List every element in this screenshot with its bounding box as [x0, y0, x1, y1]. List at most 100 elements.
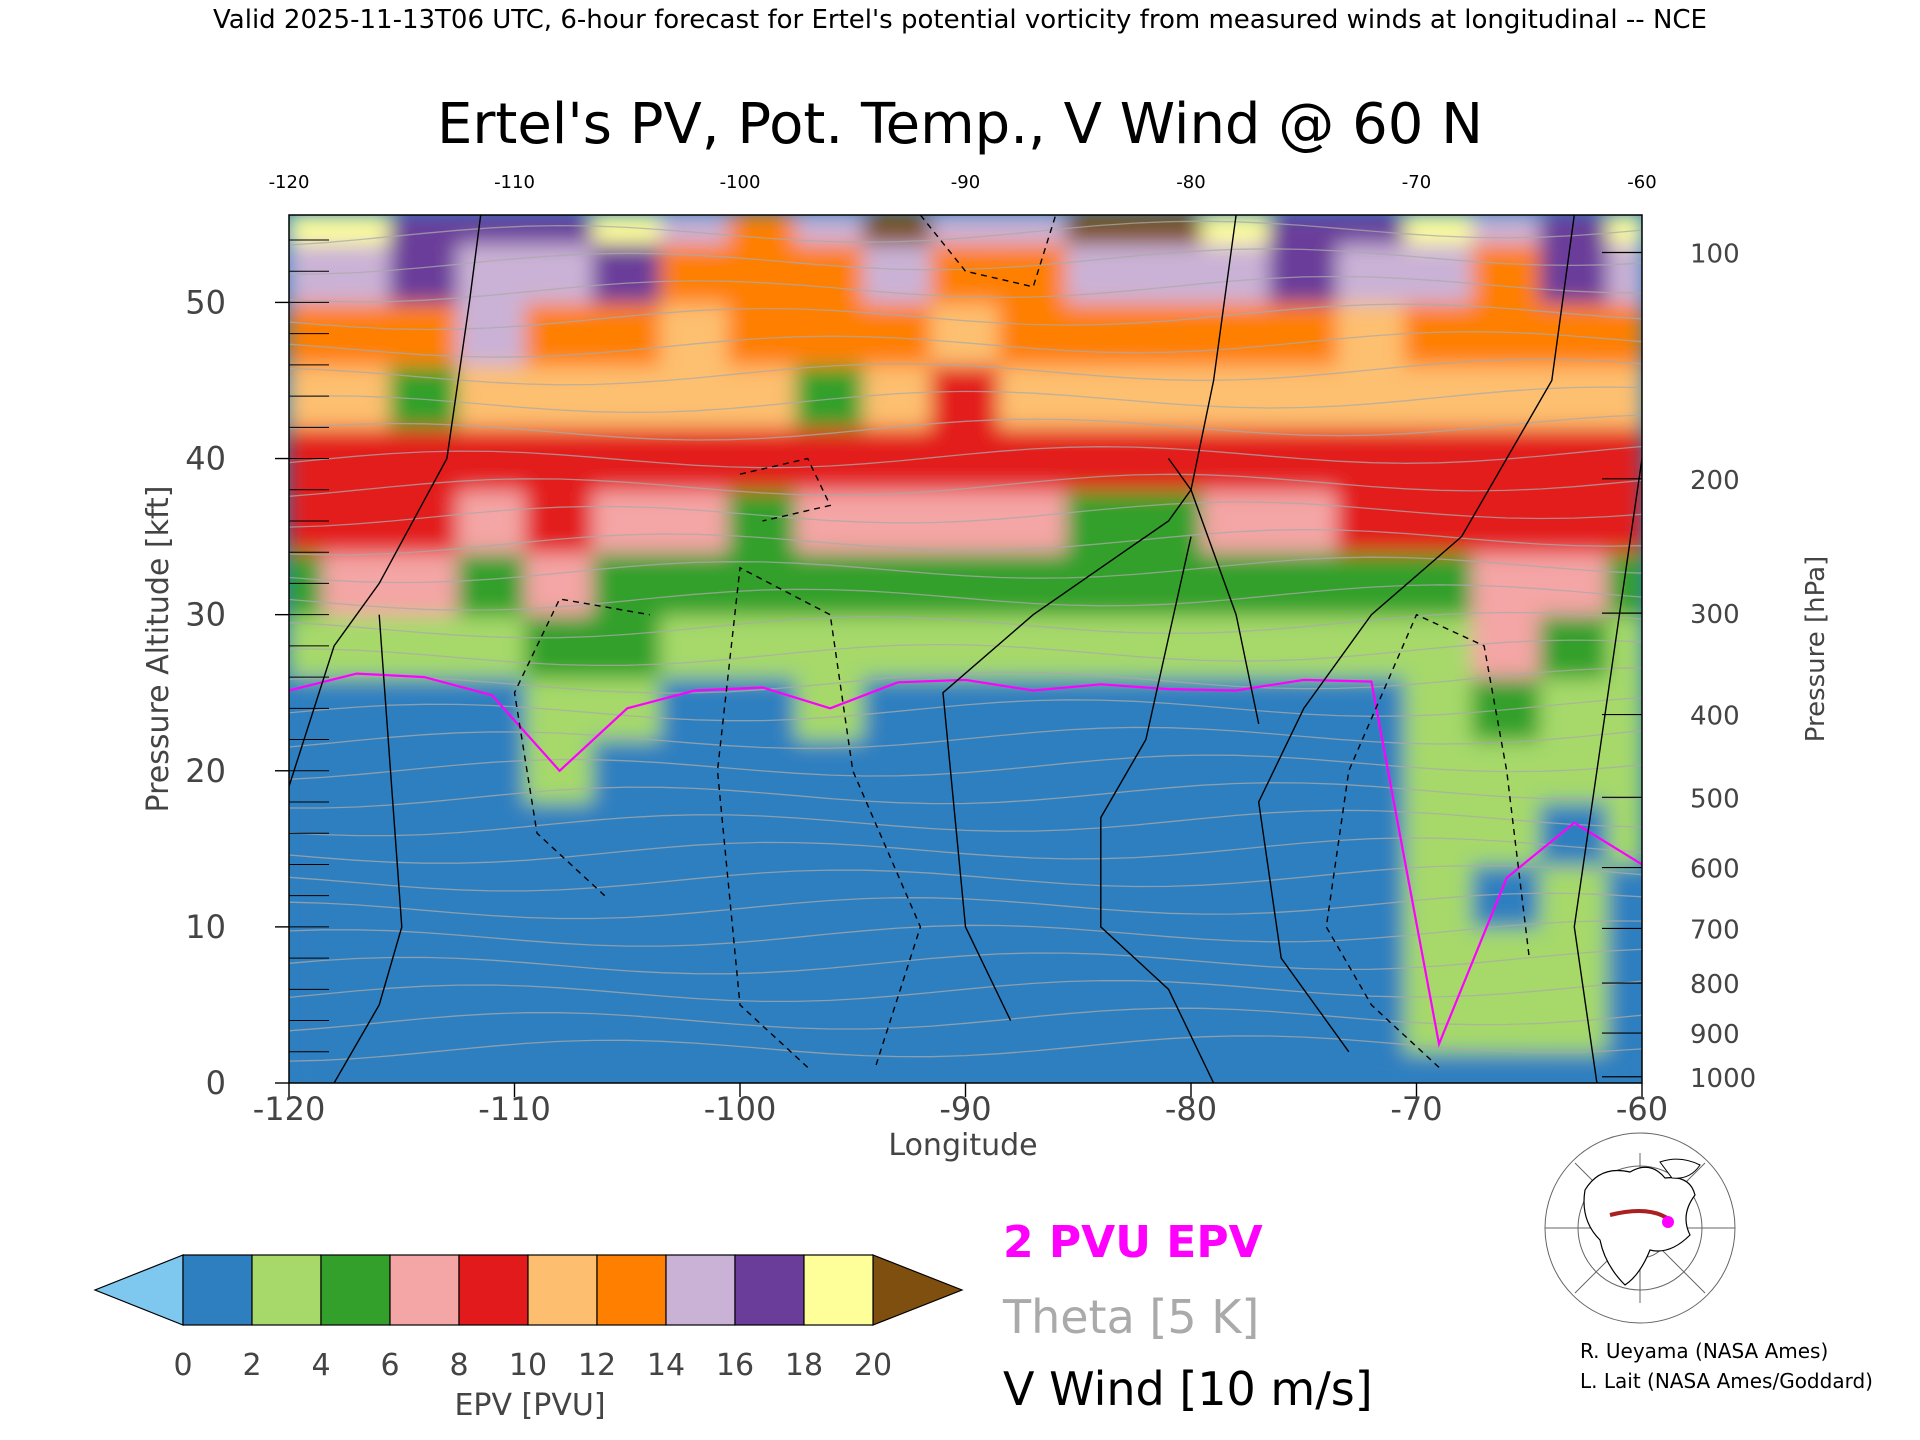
epv-cell	[524, 426, 595, 491]
epv-cell	[1471, 613, 1542, 679]
epv-cell	[1607, 1050, 1642, 1083]
x-tick-label-top: -60	[1627, 172, 1656, 193]
theta-contour	[289, 1007, 1642, 1032]
y-tick-label-left: 10	[185, 908, 226, 946]
theta-contour	[289, 331, 1642, 358]
epv-cell	[457, 488, 527, 554]
epv-cell	[1471, 215, 1542, 245]
epv-cell	[930, 676, 1001, 741]
pressure-tick-label: 600	[1690, 855, 1740, 885]
epv-cell	[998, 301, 1068, 366]
epv-cell	[660, 863, 730, 928]
epv-cell	[1539, 551, 1610, 616]
epv-cell	[1607, 676, 1642, 741]
epv-cell	[457, 363, 527, 429]
epv-cell	[795, 863, 866, 928]
epv-cell	[863, 488, 933, 554]
epv-cell	[1133, 800, 1204, 866]
epv-cell	[1268, 488, 1339, 554]
epv-cell	[457, 800, 527, 866]
epv-cell	[321, 301, 392, 366]
epv-cell	[1201, 613, 1271, 679]
epv-cell	[1607, 988, 1642, 1053]
valid-time-header: Valid 2025-11-13T06 UTC, 6-hour forecast…	[213, 5, 1707, 35]
theta-contours	[289, 220, 1642, 1062]
y-tick-label-left: 30	[185, 596, 226, 634]
axes: -120 -110 -100 -90 -80 -70 -60 -120 -110 -100 -90 -…	[185, 172, 1756, 1128]
epv-cell	[998, 863, 1068, 928]
epv-cell	[1539, 676, 1610, 741]
epv-cell	[998, 800, 1068, 866]
epv-cell	[1471, 988, 1542, 1053]
colorbar-label: EPV [PVU]	[454, 1388, 605, 1423]
epv-cell	[795, 363, 866, 429]
epv-cell	[660, 1050, 730, 1083]
credit-line-1: R. Ueyama (NASA Ames)	[1580, 1339, 1828, 1363]
epv-cell	[863, 676, 933, 741]
colorbar-bin	[320, 1254, 391, 1326]
epv-cell	[457, 301, 527, 366]
epv-cell	[289, 242, 324, 304]
epv-cell	[1404, 1050, 1474, 1083]
epv-cell	[1471, 242, 1542, 304]
epv-cell	[1607, 800, 1642, 866]
theta-contour	[289, 837, 1642, 864]
epv-cell	[1065, 488, 1136, 554]
epv-cell	[1268, 613, 1339, 679]
epv-cell	[1133, 551, 1204, 616]
epv-cell	[998, 488, 1068, 554]
v-wind-contour	[1100, 536, 1215, 1083]
epv-cell	[660, 738, 730, 803]
colorbar-bin	[734, 1254, 805, 1326]
theta-contour	[289, 386, 1642, 414]
epv-cell	[1607, 925, 1642, 991]
epv-cell	[660, 800, 730, 866]
epv-cell	[1133, 863, 1204, 928]
epv-cell	[1133, 242, 1204, 304]
colorbar-bin	[251, 1254, 322, 1326]
colorbar-bin	[527, 1254, 598, 1326]
epv-cell	[592, 242, 663, 304]
epv-heatmap	[289, 215, 1642, 1083]
colorbar-bin	[803, 1254, 874, 1326]
epv-cell	[1201, 551, 1271, 616]
epv-cell	[1539, 988, 1610, 1053]
y-axis-label-right: Pressure [hPa]	[1801, 556, 1831, 743]
epv-cell	[1133, 363, 1204, 429]
epv-cell	[389, 242, 460, 304]
epv-cell	[1268, 215, 1339, 245]
epv-cell	[1607, 551, 1642, 616]
colorbar-bin	[596, 1254, 667, 1326]
epv-cell	[592, 800, 663, 866]
epv-cell	[592, 488, 663, 554]
colorbar-tick-label: 20	[854, 1348, 892, 1383]
y-tick-label-left: 0	[206, 1064, 226, 1102]
epv-cell	[524, 488, 595, 554]
colorbar-tick-label: 18	[785, 1348, 823, 1383]
epv-cell	[727, 800, 798, 866]
x-tick-label-top: -100	[720, 172, 761, 193]
epv-cell	[1404, 215, 1474, 245]
epv-cell	[1539, 426, 1610, 491]
v-wind-contours	[289, 215, 1642, 1083]
y-tick-label-left: 40	[185, 440, 226, 478]
epv-cell	[998, 363, 1068, 429]
theta-contour	[289, 220, 1642, 246]
epv-cell	[1201, 426, 1271, 491]
epv-cell	[727, 242, 798, 304]
epv-cell	[1201, 301, 1271, 366]
epv-cell	[795, 1050, 866, 1083]
v-wind-contour	[1190, 215, 1260, 725]
epv-cell	[1539, 242, 1610, 304]
colorbar-tick-label: 14	[647, 1348, 685, 1383]
epv-cell	[863, 215, 933, 245]
epv-cell	[795, 800, 866, 866]
epv-cell	[321, 738, 392, 803]
epv-cell	[1471, 800, 1542, 866]
epv-cell	[1539, 613, 1610, 679]
epv-cell	[1201, 242, 1271, 304]
epv-cell	[1471, 676, 1542, 741]
epv-cell	[592, 613, 663, 679]
epv-cell	[1268, 551, 1339, 616]
epv-cell	[660, 676, 730, 741]
